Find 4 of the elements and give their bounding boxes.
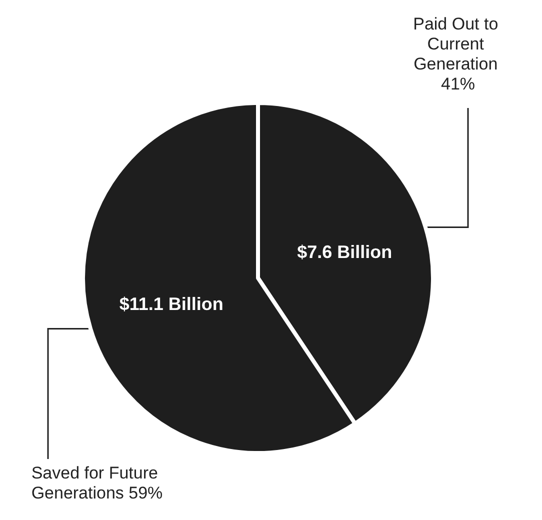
slice-label: Saved for Future Generations 59% xyxy=(31,464,163,502)
data-label: $7.6 Billion xyxy=(297,242,392,262)
data-label: $11.1 Billion xyxy=(119,294,224,314)
slice-label: Paid Out to Current Generation 41% xyxy=(413,14,503,94)
